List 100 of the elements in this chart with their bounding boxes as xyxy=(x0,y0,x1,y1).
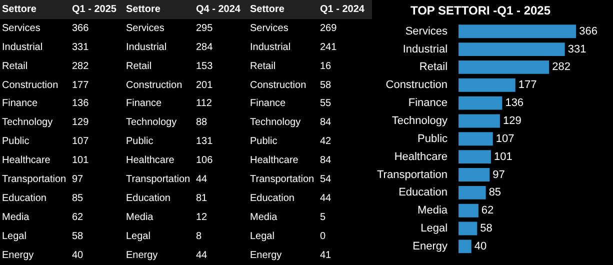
bar xyxy=(458,78,516,92)
y-tick-label: Transportation xyxy=(376,168,448,181)
data-label: 55 xyxy=(319,97,332,112)
y-tick-label: Services xyxy=(405,25,448,38)
category-label: Healthcare xyxy=(125,154,176,168)
data-label: 97 xyxy=(71,172,84,187)
text: Settore xyxy=(124,0,194,19)
data-label: 16 xyxy=(319,60,332,74)
data-label: 136 xyxy=(71,97,90,112)
y-tick-label: Technology xyxy=(392,115,448,128)
data-label: 85 xyxy=(488,186,502,199)
bar xyxy=(458,114,500,128)
category-label: Energy xyxy=(250,250,282,261)
data-label: 295 xyxy=(195,22,214,36)
data-label: 58 xyxy=(319,78,332,92)
data-label: 153 xyxy=(195,60,214,74)
category-label: Public xyxy=(250,136,278,148)
bar xyxy=(458,150,491,164)
text: Settore xyxy=(2,4,36,15)
category-label: Transportation xyxy=(250,174,314,185)
bar xyxy=(458,168,490,182)
data-label: 331 xyxy=(71,40,90,55)
category-label: Transportation xyxy=(2,174,66,185)
category-label: Energy xyxy=(125,248,159,263)
data-label: 129 xyxy=(71,116,90,130)
category-label: Education xyxy=(125,192,172,206)
data-label: 284 xyxy=(195,40,214,55)
data-label: 62 xyxy=(481,204,494,217)
bar xyxy=(458,96,502,110)
data-label: 8 xyxy=(195,230,203,244)
y-tick-label: Media xyxy=(418,204,448,217)
bar xyxy=(458,42,565,56)
data-label: 5 xyxy=(319,210,327,225)
category-label: Healthcare xyxy=(2,155,50,166)
data-label: 41 xyxy=(319,248,332,263)
data-label: 129 xyxy=(502,115,522,128)
data-label: 85 xyxy=(71,192,84,206)
data-label: 40 xyxy=(474,240,487,252)
category-label: Retail xyxy=(250,60,276,72)
data-label: 0 xyxy=(319,230,327,244)
data-label: 44 xyxy=(195,172,208,187)
data-label: 136 xyxy=(505,97,524,110)
data-label: 107 xyxy=(71,135,90,150)
category-label: Media xyxy=(250,212,278,223)
category-label: Services xyxy=(2,22,40,34)
text: Q1 - 2024 xyxy=(318,0,372,19)
data-label: 201 xyxy=(195,78,214,92)
category-label: Services xyxy=(250,22,288,34)
data-label: 131 xyxy=(195,135,214,150)
text: Q1 - 2025 xyxy=(70,0,124,19)
y-tick-label: Energy xyxy=(412,240,448,252)
category-label: Industrial xyxy=(125,40,168,55)
bar xyxy=(458,240,472,254)
chart-title: TOP SETTORI -Q1 - 2025 xyxy=(410,4,551,18)
data-label: 112 xyxy=(195,97,213,112)
data-label: 44 xyxy=(319,192,332,206)
y-tick-label: Public xyxy=(418,132,448,145)
data-label: 12 xyxy=(195,210,208,225)
category-label: Education xyxy=(250,192,294,204)
data-label: 84 xyxy=(319,154,332,168)
data-label: 331 xyxy=(568,43,586,56)
category-label: Finance xyxy=(125,97,163,112)
data-label: 282 xyxy=(71,60,90,74)
text: Q4 - 2024 xyxy=(194,0,248,19)
bar xyxy=(458,186,486,200)
category-label: Technology xyxy=(125,116,178,130)
bar xyxy=(458,204,478,218)
category-label: Construction xyxy=(250,80,306,90)
bar xyxy=(458,60,550,74)
data-label: 81 xyxy=(195,192,208,206)
y-tick-label: Healthcare xyxy=(394,150,448,163)
category-label: Healthcare xyxy=(250,155,298,166)
category-label: Energy xyxy=(2,250,34,261)
category-label: Construction xyxy=(125,78,184,92)
category-label: Finance xyxy=(2,98,38,110)
data-label: 101 xyxy=(71,154,90,168)
category-label: Industrial xyxy=(2,42,43,53)
data-label: 40 xyxy=(71,248,84,263)
data-label: 97 xyxy=(492,168,505,181)
data-label: 282 xyxy=(552,61,570,74)
category-label: Transportation xyxy=(125,172,192,187)
data-label: 58 xyxy=(480,222,492,235)
bar xyxy=(458,24,576,38)
data-label: 44 xyxy=(195,248,208,263)
category-label: Industrial xyxy=(250,42,291,53)
data-label: 107 xyxy=(496,132,514,145)
data-label: 269 xyxy=(319,22,338,36)
category-label: Retail xyxy=(2,60,28,72)
category-label: Public xyxy=(2,136,30,148)
y-tick-label: Education xyxy=(398,186,448,199)
y-tick-label: Construction xyxy=(386,79,448,92)
data-label: 106 xyxy=(195,154,214,168)
y-tick-label: Industrial xyxy=(402,43,448,56)
y-tick-label: Legal xyxy=(420,222,448,235)
data-label: 366 xyxy=(71,22,90,36)
category-label: Media xyxy=(2,212,30,223)
category-label: Retail xyxy=(125,60,153,74)
data-label: 62 xyxy=(71,210,84,225)
category-label: Public xyxy=(125,135,154,150)
category-label: Legal xyxy=(125,230,152,244)
